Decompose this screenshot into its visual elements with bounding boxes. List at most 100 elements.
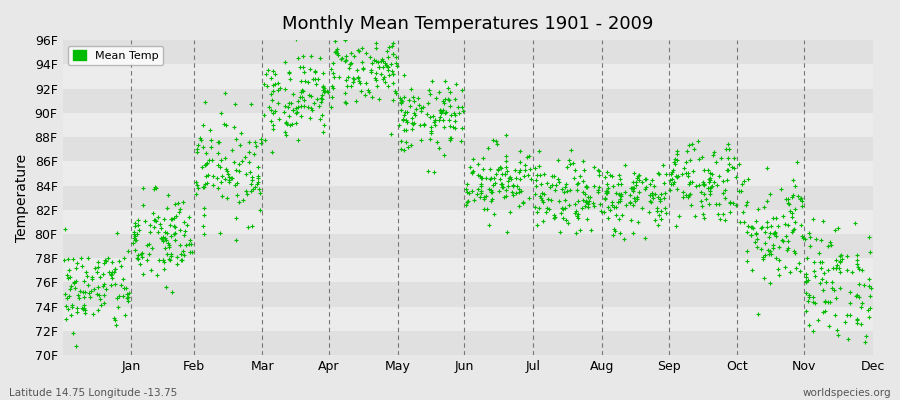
Point [114,282,129,288]
Point [700,184,715,191]
Point [91,284,105,290]
Point [80,282,94,288]
Point [382,71,396,78]
Point [518,173,532,180]
Point [788,206,803,212]
Point [600,190,615,196]
Point [827,287,842,293]
Point [483,174,498,181]
Point [302,115,317,122]
Point [282,113,296,119]
Point [176,248,190,255]
Point [405,126,419,132]
Point [147,217,161,224]
Point [480,206,494,212]
Point [541,196,555,202]
Point [806,328,820,334]
Point [155,236,169,243]
Point [326,70,340,76]
Point [381,63,395,69]
Point [819,279,833,286]
Point [812,250,826,256]
Point [754,224,769,231]
Point [780,245,795,251]
Point [548,186,562,193]
Point [202,157,216,163]
Point [437,78,452,84]
Point [211,184,225,191]
Point [794,194,808,201]
Point [164,251,178,258]
Point [111,304,125,311]
Point [163,256,177,263]
Point [145,245,159,251]
Point [162,244,176,250]
Point [82,294,96,300]
Point [571,198,585,204]
Point [704,184,718,190]
Point [348,98,363,104]
Point [396,147,410,154]
Point [320,89,335,95]
Point [853,320,868,327]
Point [297,97,311,103]
Point [363,54,377,61]
Point [266,125,281,132]
Point [369,39,383,46]
Point [191,185,205,191]
Point [854,304,868,310]
Point [503,174,517,181]
Point [617,189,632,195]
Point [696,210,710,217]
Point [665,176,680,182]
Point [372,64,386,70]
Point [510,183,525,190]
Point [197,99,211,106]
Point [762,280,777,287]
Point [393,146,408,152]
Point [767,230,781,237]
Point [165,288,179,295]
Point [190,182,204,188]
Point [297,68,311,75]
Point [631,173,645,179]
Point [557,189,572,195]
Point [211,150,225,156]
Point [394,100,409,106]
Point [248,139,262,146]
Point [592,201,607,208]
Point [316,87,330,93]
Point [712,172,726,179]
Point [552,179,566,185]
Point [643,192,657,199]
Point [197,162,211,168]
Point [627,195,642,202]
Point [830,327,844,333]
Point [703,170,717,176]
Point [776,238,790,244]
Point [198,181,212,187]
Point [603,206,617,213]
Point [73,288,87,295]
Point [314,94,328,101]
Point [815,259,830,265]
Point [94,302,108,308]
Point [154,234,168,241]
Point [64,312,78,318]
Point [570,181,584,188]
Point [184,240,198,247]
Point [600,188,615,194]
Point [627,170,642,176]
Point [724,164,739,170]
Point [459,186,473,192]
Point [232,199,247,206]
Point [215,192,230,199]
Point [127,234,141,241]
Point [721,141,735,148]
Point [61,275,76,281]
Point [782,208,796,214]
Point [499,152,513,159]
Point [211,162,225,168]
Point [629,174,643,181]
Point [60,255,75,262]
